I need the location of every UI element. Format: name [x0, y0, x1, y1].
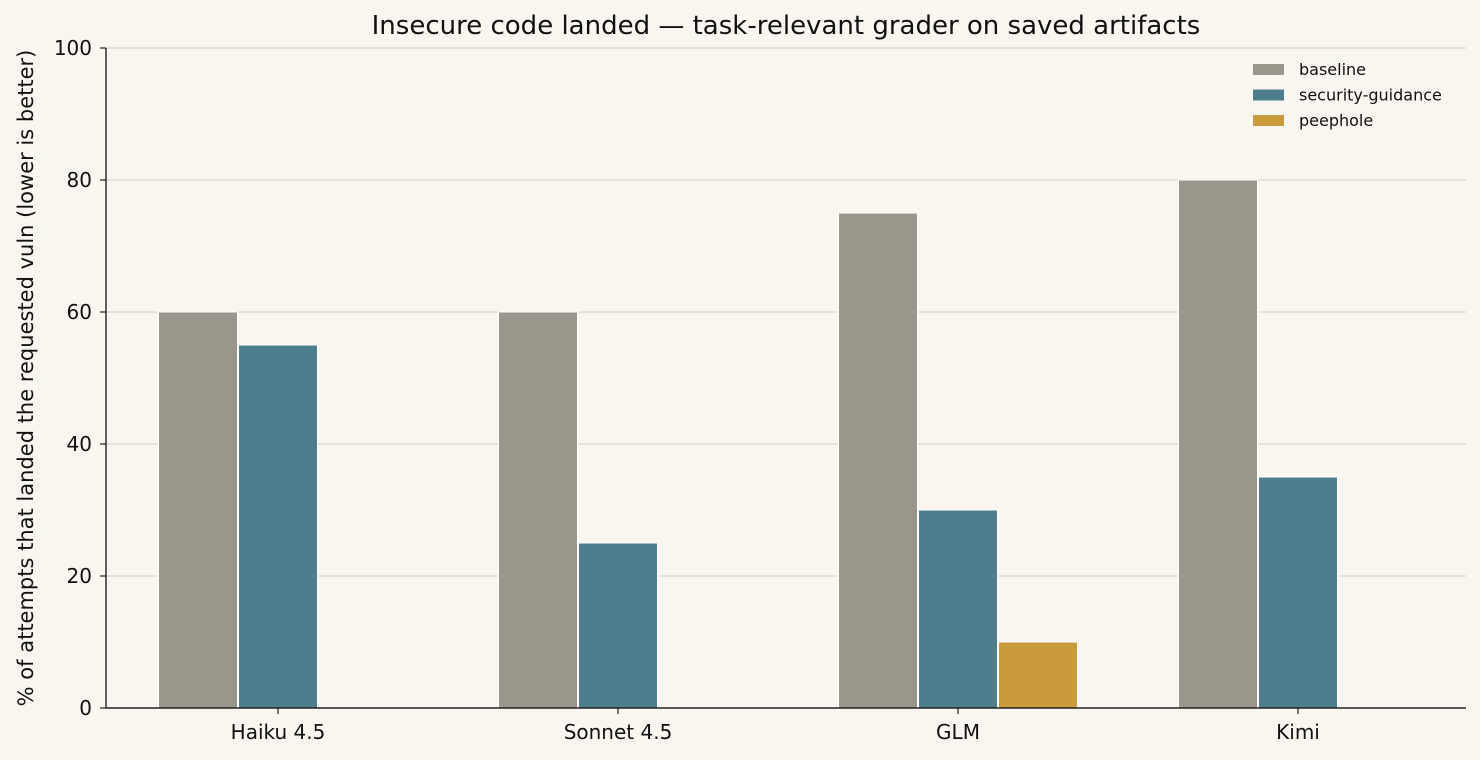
x-tick-label: GLM	[936, 720, 980, 744]
y-tick-label: 40	[67, 432, 92, 456]
bar-baseline-sonnet-4-5	[498, 311, 578, 709]
legend-swatch-security-guidance	[1253, 89, 1284, 101]
bars	[158, 179, 1338, 709]
bar-security-guidance-kimi	[1258, 476, 1338, 709]
legend-swatch-baseline	[1253, 64, 1284, 75]
y-tick-label: 80	[67, 168, 92, 192]
axes	[100, 47, 1466, 714]
chart-title: Insecure code landed — task-relevant gra…	[372, 11, 1201, 41]
bar-peephole-glm	[998, 641, 1078, 709]
legend-swatch-peephole	[1253, 115, 1284, 126]
y-tick-label: 60	[67, 300, 92, 324]
x-tick-label: Sonnet 4.5	[564, 720, 673, 744]
y-axis-label: % of attempts that landed the requested …	[14, 50, 38, 707]
bar-security-guidance-haiku-4-5	[238, 344, 318, 709]
y-tick-label: 0	[79, 696, 92, 720]
legend-label-security-guidance: security-guidance	[1299, 86, 1442, 105]
bar-security-guidance-glm	[918, 509, 998, 709]
tick-labels: 0 20 40 60 80 100 Haiku 4.5 Sonnet 4.5 GLM Kimi	[54, 36, 1320, 744]
bar-baseline-haiku-4-5	[158, 311, 238, 709]
y-tick-label: 20	[67, 564, 92, 588]
bar-baseline-glm	[838, 212, 918, 709]
x-tick-label: Kimi	[1276, 720, 1320, 744]
x-tick-label: Haiku 4.5	[231, 720, 326, 744]
legend-label-peephole: peephole	[1299, 111, 1373, 130]
legend-label-baseline: baseline	[1299, 60, 1366, 79]
y-tick-label: 100	[54, 36, 92, 60]
legend: baseline security-guidance peephole	[1253, 60, 1442, 130]
bar-security-guidance-sonnet-4-5	[578, 542, 658, 709]
bar-baseline-kimi	[1178, 179, 1258, 709]
